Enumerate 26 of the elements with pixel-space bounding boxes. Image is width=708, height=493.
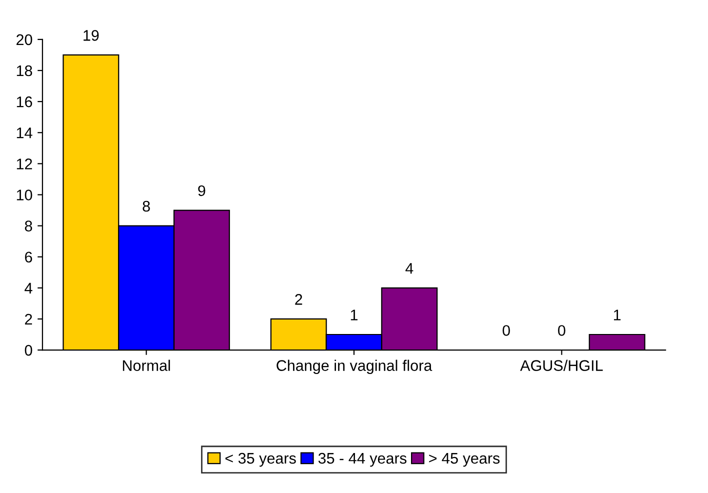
y-tick-label: 18: [16, 65, 32, 76]
data-label: 4: [405, 263, 414, 274]
data-label: 9: [198, 185, 206, 196]
legend-label: > 45 years: [429, 453, 500, 467]
x-tick-label: AGUS/HGIL: [520, 360, 603, 371]
y-tick-label: 10: [16, 190, 32, 200]
data-label: 0: [502, 325, 510, 336]
legend-label: < 35 years: [225, 452, 296, 467]
data-label: 2: [295, 294, 302, 305]
data-label: 1: [614, 310, 621, 320]
data-label: 1: [350, 310, 358, 320]
y-tick-label: 20: [16, 34, 32, 46]
y-tick-label: 14: [16, 128, 32, 138]
y-tick-label: 4: [24, 282, 32, 294]
y-tick-label: 8: [24, 220, 32, 232]
data-label: 19: [84, 30, 99, 41]
x-tick-label: Change in vaginal flora: [276, 360, 432, 374]
y-tick-label: 0: [24, 344, 32, 356]
y-tick-label: 16: [16, 96, 32, 108]
x-tick-label: Normal: [122, 360, 170, 371]
data-label: 8: [142, 200, 150, 212]
legend-label: 35 - 44 years: [318, 452, 406, 467]
data-label: 0: [558, 325, 566, 336]
y-tick-label: 6: [25, 252, 32, 263]
y-tick-label: 12: [16, 158, 32, 170]
y-tick-label: 2: [25, 314, 32, 325]
